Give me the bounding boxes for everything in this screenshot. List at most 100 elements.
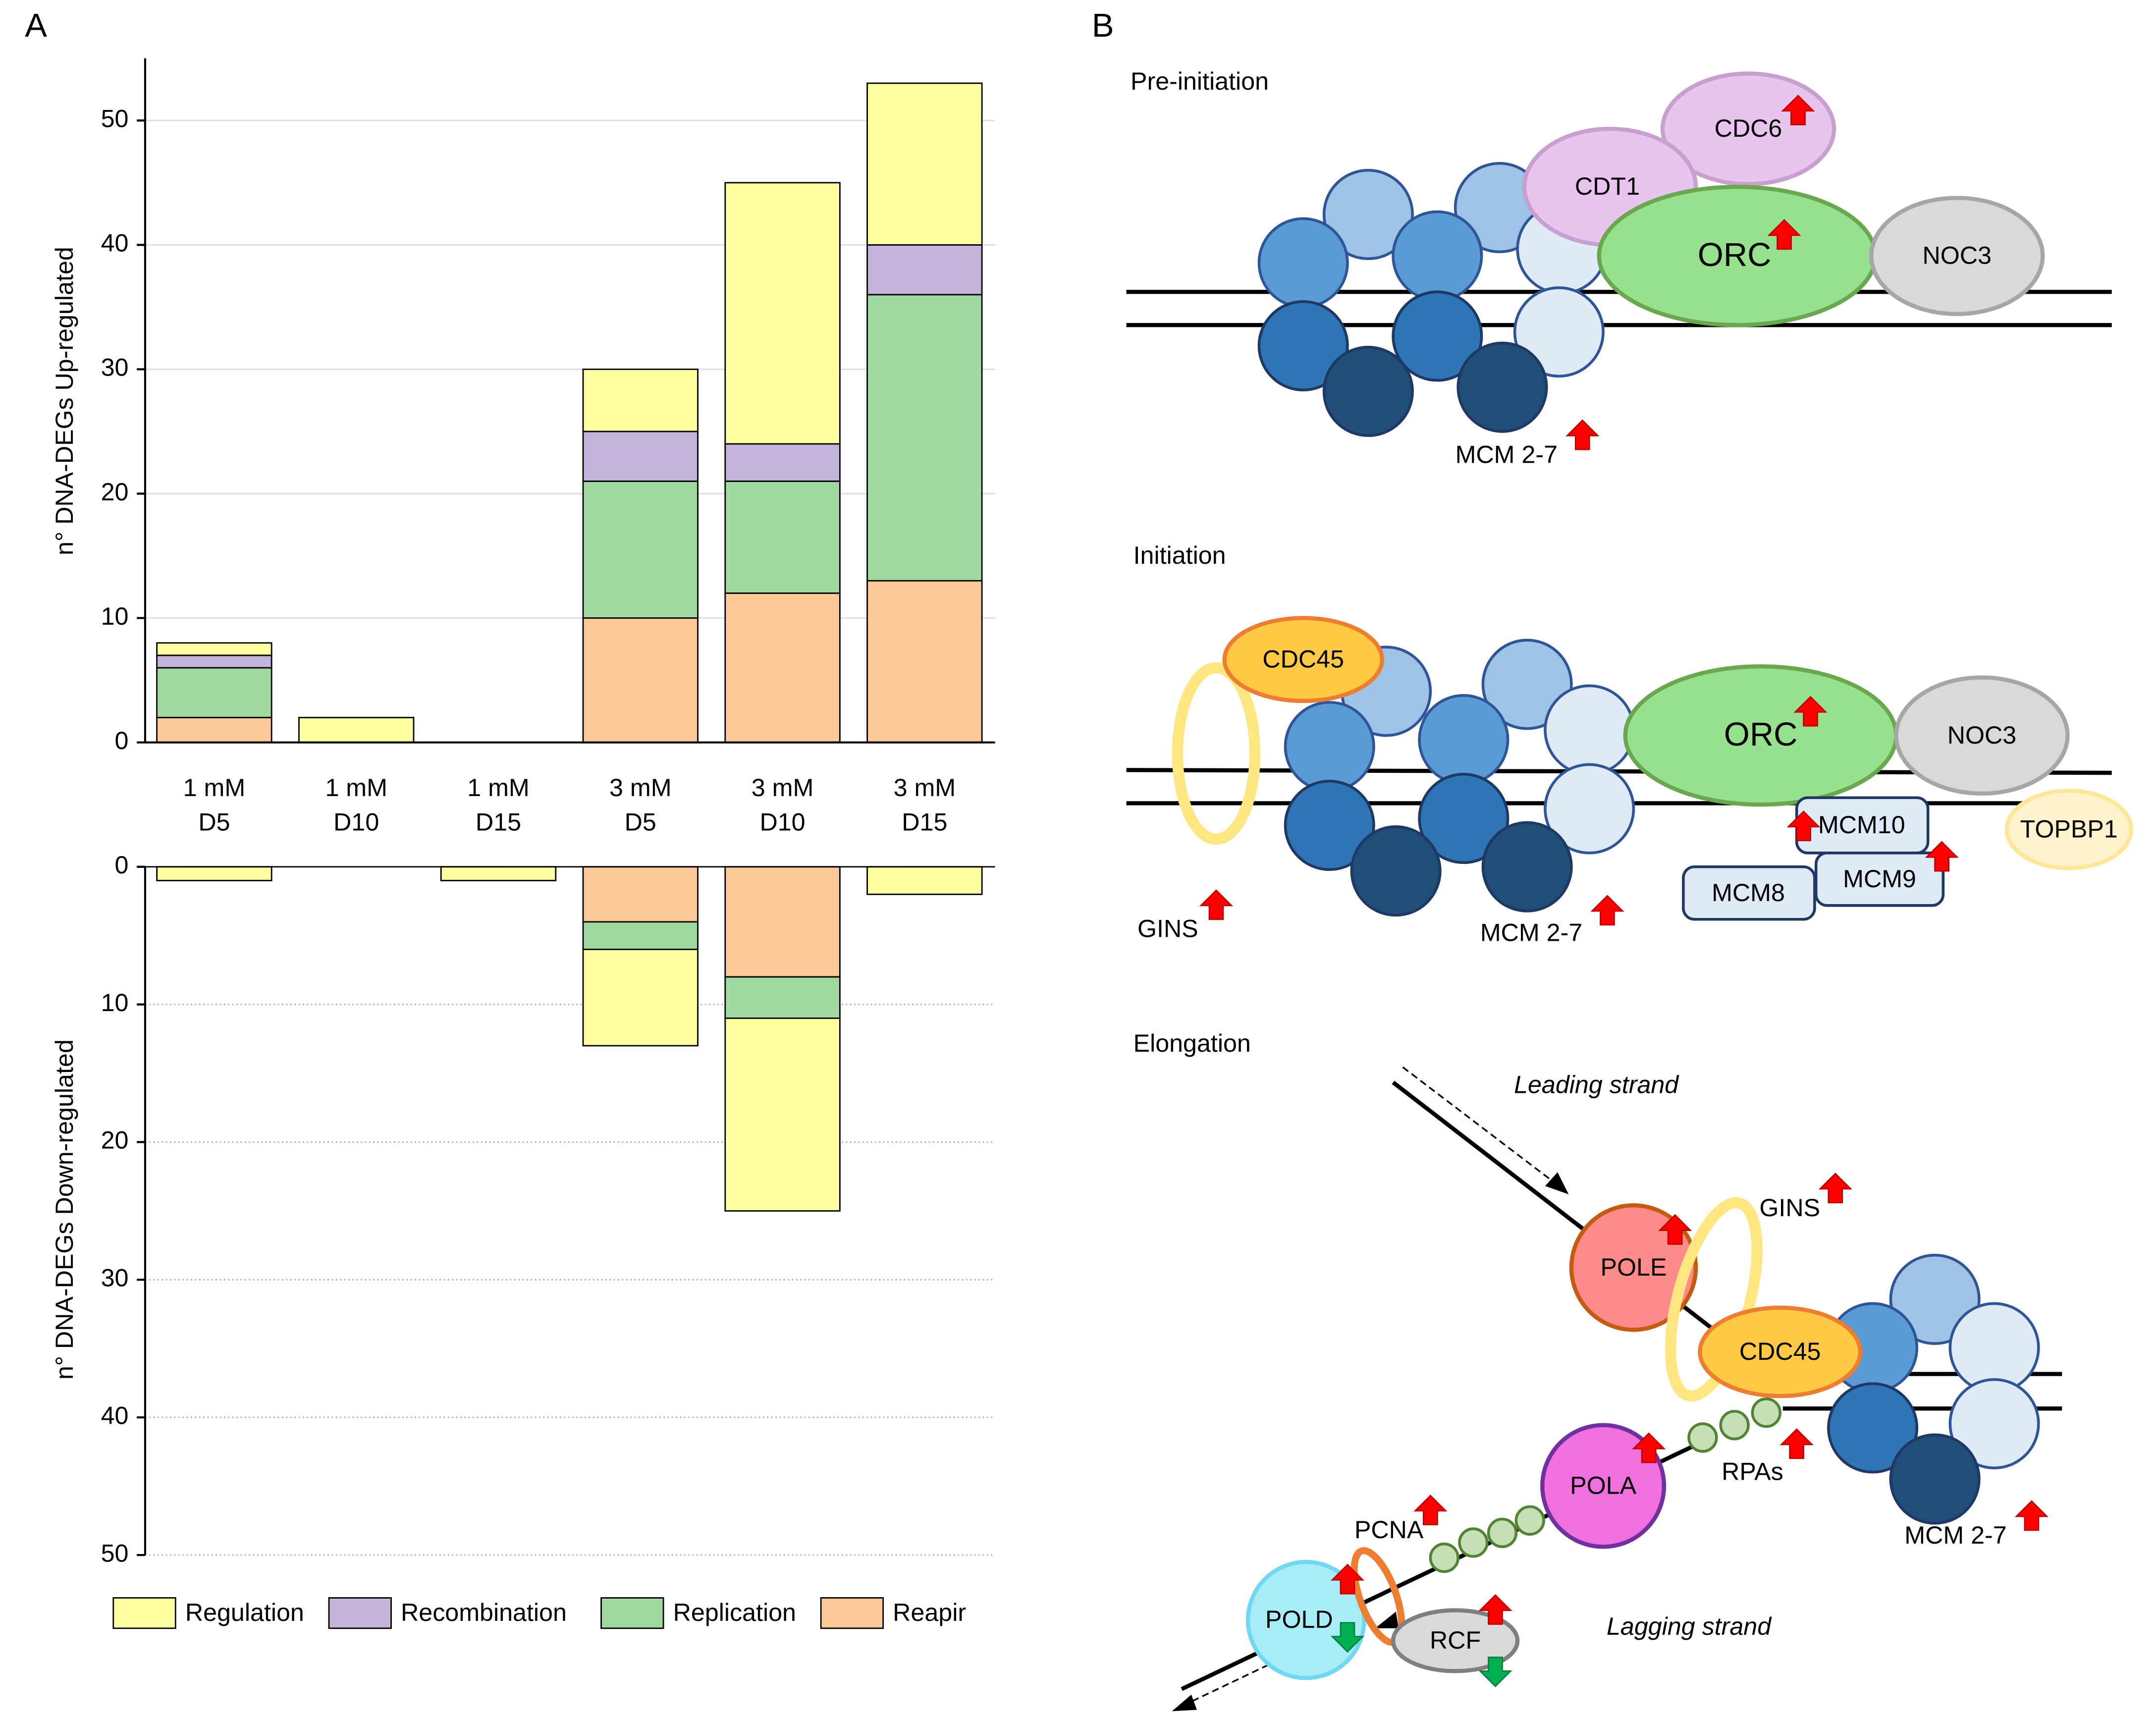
label: ORC <box>1724 716 1798 753</box>
cdc6 <box>1660 71 1836 186</box>
x-tick-label: 1 mM <box>467 774 530 802</box>
mcm <box>1392 290 1483 382</box>
y-axis-label: n° DNA-DEGs Down-regulated <box>51 1039 78 1380</box>
mcm <box>1257 217 1349 309</box>
bar-segment <box>724 592 841 744</box>
mcm <box>1392 210 1483 302</box>
label: CDC45 <box>1262 645 1344 673</box>
mcm <box>1481 821 1573 912</box>
topbp1 <box>2004 789 2133 870</box>
mcm <box>1889 1433 1981 1525</box>
label: RPAs <box>1722 1458 1783 1486</box>
mcm <box>1889 1253 1981 1345</box>
up-arrow <box>1566 420 1599 450</box>
mcm <box>1481 639 1573 730</box>
label: ORC <box>1698 236 1772 273</box>
label: PCNA <box>1354 1516 1424 1544</box>
mcm <box>1284 700 1375 793</box>
panel-label: A <box>25 7 47 44</box>
legend-label: Replication <box>673 1599 796 1626</box>
y-tick-label: 40 <box>101 1401 129 1429</box>
x-tick-label: D15 <box>476 808 521 836</box>
mcm <box>1418 694 1509 786</box>
diagram: Pre-initiation CDC6 CDT1 ORC NOC3 MCM 2-… <box>1126 67 2133 1712</box>
label: Leading strand <box>1514 1071 1679 1099</box>
mcm <box>1418 773 1509 864</box>
mcm <box>1322 168 1414 261</box>
y-tick-label: 50 <box>101 105 129 133</box>
up-arrow <box>2015 1500 2048 1531</box>
x-tick-label: D15 <box>902 808 947 836</box>
mcm <box>1827 1382 1919 1474</box>
mcm <box>1257 300 1349 392</box>
y-tick-label: 30 <box>101 354 129 381</box>
y-tick-label: 30 <box>101 1264 129 1292</box>
noc3 <box>1894 675 2070 796</box>
label: MCM 2-7 <box>1480 919 1582 947</box>
chart: 1 mM D5 1 mM D10 1 mM D15 3 mM D5 3 mM D10 3 mM D15… <box>51 58 995 1629</box>
arrowhead <box>1172 1694 1197 1712</box>
x-tick-label: 1 mM <box>183 774 246 802</box>
x-tick-label: 3 mM <box>609 774 672 802</box>
bar-segment <box>866 244 983 296</box>
legend-label: Recombination <box>401 1599 567 1626</box>
y-tick-label: 20 <box>101 478 129 506</box>
bar-segment <box>156 654 272 669</box>
y-tick-label: 10 <box>101 602 129 630</box>
y-tick-label: 50 <box>101 1539 129 1567</box>
y-tick-label: 10 <box>101 989 129 1017</box>
label: CDT1 <box>1575 172 1640 200</box>
label: MCM9 <box>1843 865 1916 893</box>
legend-label: Regulation <box>185 1599 304 1626</box>
pola <box>1540 1423 1667 1549</box>
y-axis-label: n° DNA-DEGs Up-regulated <box>51 247 78 555</box>
mcm <box>1456 341 1548 433</box>
x-tick-label: 3 mM <box>894 774 956 802</box>
label: MCM 2-7 <box>1904 1521 2006 1549</box>
rpa-chain <box>1429 1397 1781 1573</box>
bar-segment <box>724 481 841 594</box>
up-arrow <box>1200 889 1233 920</box>
label: POLD <box>1265 1606 1333 1633</box>
mcm <box>1544 684 1635 776</box>
bar-segment <box>724 182 841 445</box>
up-arrow <box>1591 895 1623 926</box>
mcm <box>1544 763 1635 855</box>
mcm9 <box>1814 852 1945 907</box>
bar-segment <box>866 580 983 744</box>
label: POLE <box>1601 1253 1667 1281</box>
bar-segment <box>866 82 983 246</box>
bar-segment <box>156 667 272 718</box>
gins <box>1665 1197 1763 1402</box>
bar-segment <box>582 866 699 923</box>
arrowhead <box>1545 1172 1569 1194</box>
label: TOPBP1 <box>2020 815 2118 843</box>
section-title: Pre-initiation <box>1131 67 1269 95</box>
label: CDC6 <box>1715 114 1782 142</box>
rcf <box>1391 1608 1520 1673</box>
arrowhead <box>1375 1611 1399 1628</box>
bar-segment <box>866 866 983 895</box>
label: MCM8 <box>1712 879 1785 907</box>
y-tick-label: 0 <box>115 727 129 754</box>
mcm <box>1948 1378 2040 1470</box>
bar-segment <box>582 921 699 950</box>
legend-swatch <box>328 1597 392 1629</box>
cdc45 <box>1222 616 1384 703</box>
bar-segment <box>156 717 272 744</box>
label: Lagging strand <box>1607 1612 1772 1640</box>
mcm <box>1284 779 1375 871</box>
bar-segment <box>724 443 841 482</box>
label: NOC3 <box>1947 721 2016 749</box>
legend-swatch <box>820 1597 884 1629</box>
x-tick-label: 3 mM <box>752 774 814 802</box>
noc3 <box>1869 196 2045 317</box>
bar-segment <box>582 481 699 619</box>
x-tick-label: D10 <box>759 808 805 836</box>
legend-swatch <box>112 1597 176 1629</box>
y-tick-label: 20 <box>101 1127 129 1154</box>
label: CDC45 <box>1739 1338 1821 1365</box>
up-arrow <box>1819 1173 1851 1204</box>
